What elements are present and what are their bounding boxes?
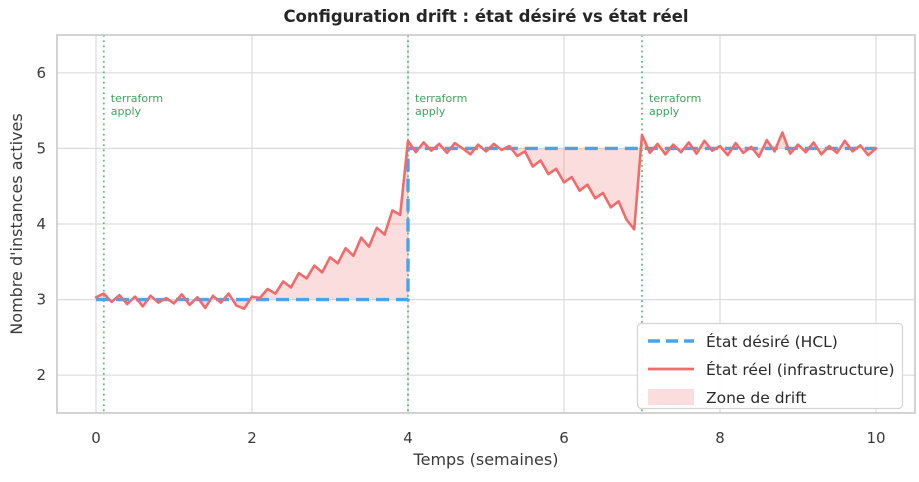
x-tick-label: 0	[91, 429, 101, 447]
x-tick-label: 4	[403, 429, 413, 447]
y-tick-label: 5	[36, 139, 46, 157]
y-tick-label: 6	[36, 64, 46, 82]
plot-area: terraform apply terraform apply terraform app…	[36, 34, 916, 447]
terraform-apply-label: terraform apply	[649, 92, 701, 118]
desired-state-line	[96, 146, 876, 302]
drift-zone-fill	[96, 132, 876, 309]
legend-label-drift: Zone de drift	[706, 389, 806, 407]
legend: État désiré (HCL) État réel (infrastruct…	[636, 322, 904, 410]
legend-label-desired: État désiré (HCL)	[706, 332, 838, 351]
drift-zone-legend-glyph	[648, 389, 694, 405]
legend-label-actual: État réel (infrastructure)	[706, 360, 895, 379]
terraform-apply-label: terraform apply	[111, 92, 163, 118]
x-tick-label: 8	[715, 429, 725, 447]
terraform-apply-label: terraform apply	[415, 92, 467, 118]
actual-state-line	[94, 131, 878, 311]
x-tick-label: 2	[247, 429, 257, 447]
x-tick-label: 10	[866, 429, 885, 447]
y-tick-label: 2	[36, 366, 46, 384]
legend-box	[636, 322, 904, 410]
x-axis-label: Temps (semaines)	[413, 450, 559, 469]
x-tick-label: 6	[559, 429, 569, 447]
y-axis-label: Nombre d'instances actives	[7, 113, 26, 334]
y-tick-label: 3	[36, 291, 46, 309]
y-tick-label: 4	[36, 215, 46, 233]
plot-frame	[56, 34, 916, 414]
chart-title: Configuration drift : état désiré vs éta…	[283, 7, 688, 26]
